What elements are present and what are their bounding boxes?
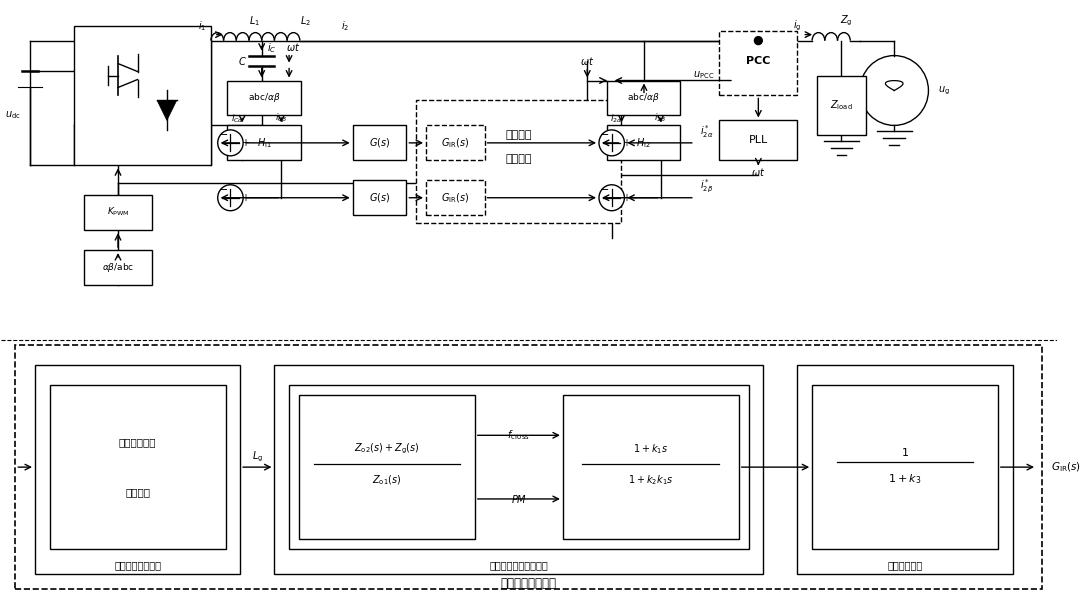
Bar [426, 180, 485, 215]
Bar [84, 195, 152, 230]
Text: $H_{\rm i2}$: $H_{\rm i2}$ [636, 136, 651, 150]
Text: $-$: $-$ [598, 128, 609, 138]
Text: $+$: $+$ [622, 192, 631, 203]
Text: $\alpha\beta$/abc: $\alpha\beta$/abc [102, 261, 134, 273]
Text: 阻抗重塑控制技术: 阻抗重塑控制技术 [501, 577, 556, 590]
Circle shape [599, 185, 624, 211]
Text: $\omega t$: $\omega t$ [752, 166, 766, 178]
Text: PLL: PLL [748, 136, 768, 145]
Text: $G_{\rm IR}(s)$: $G_{\rm IR}(s)$ [1051, 460, 1080, 474]
Bar [299, 395, 475, 540]
Bar [719, 31, 797, 96]
Bar [426, 125, 485, 160]
Text: abc/$\alpha\beta$: abc/$\alpha\beta$ [627, 91, 660, 105]
Text: $+$: $+$ [241, 137, 249, 148]
Circle shape [755, 37, 762, 45]
Text: $u_{\rm PCC}$: $u_{\rm PCC}$ [693, 70, 714, 82]
Text: $i_{C\beta}$: $i_{C\beta}$ [275, 112, 287, 125]
Text: $-$: $-$ [217, 128, 228, 138]
Bar [228, 80, 301, 116]
Text: $\omega t$: $\omega t$ [580, 54, 594, 67]
Bar [812, 385, 998, 549]
Bar [84, 250, 152, 285]
Bar [15, 345, 1042, 589]
Text: PCC: PCC [746, 56, 770, 65]
Text: $i_1$: $i_1$ [198, 19, 206, 33]
Text: 电网阻抗检测单元: 电网阻抗检测单元 [114, 560, 161, 571]
Text: $L_1$: $L_1$ [249, 14, 260, 28]
Text: $1$: $1$ [901, 446, 909, 458]
Text: $i_{C\alpha}$: $i_{C\alpha}$ [231, 112, 244, 125]
Text: $G(s)$: $G(s)$ [369, 191, 390, 204]
Bar [289, 385, 748, 549]
Bar [563, 395, 739, 540]
Text: $f_{\rm cross}$: $f_{\rm cross}$ [508, 428, 530, 442]
Text: $PM$: $PM$ [511, 493, 527, 505]
Bar [75, 25, 211, 165]
Bar [274, 365, 764, 574]
Text: $i_2$: $i_2$ [340, 19, 349, 33]
Text: 控制技术: 控制技术 [505, 154, 532, 164]
Bar [353, 125, 406, 160]
Text: $u_{\rm dc}$: $u_{\rm dc}$ [4, 110, 21, 122]
Text: $i_{2\alpha}$: $i_{2\alpha}$ [610, 112, 623, 125]
Text: $1+k_3$: $1+k_3$ [888, 472, 921, 486]
Circle shape [218, 130, 243, 156]
Text: $-$: $-$ [598, 183, 609, 193]
Text: $G_{\rm IR}(s)$: $G_{\rm IR}(s)$ [441, 191, 470, 204]
Text: $1+k_2 k_1 s$: $1+k_2 k_1 s$ [627, 473, 674, 487]
Bar [607, 125, 680, 160]
Text: $G(s)$: $G(s)$ [369, 136, 390, 149]
Bar [50, 385, 226, 549]
Text: $K_{\rm PWM}$: $K_{\rm PWM}$ [107, 206, 130, 218]
Text: $-$: $-$ [217, 183, 228, 193]
Text: $i_{2\beta}$: $i_{2\beta}$ [654, 112, 666, 125]
Text: $1+k_1 s$: $1+k_1 s$ [633, 442, 669, 456]
Text: $+$: $+$ [241, 192, 249, 203]
Text: $i_{\rm g}$: $i_{\rm g}$ [794, 18, 801, 33]
Text: $i_{2\alpha}^*$: $i_{2\alpha}^*$ [700, 123, 713, 140]
Bar [228, 125, 301, 160]
Text: $C$: $C$ [238, 54, 246, 67]
Text: $L_2$: $L_2$ [300, 14, 311, 28]
Polygon shape [157, 100, 177, 120]
Text: 阻抗重塑: 阻抗重塑 [505, 129, 532, 140]
Bar [816, 76, 866, 136]
Text: $i_{2\beta}^*$: $i_{2\beta}^*$ [700, 177, 713, 195]
Bar [797, 365, 1013, 574]
Bar [416, 100, 621, 223]
Text: $G_{\rm IR}(s)$: $G_{\rm IR}(s)$ [441, 136, 470, 149]
Text: 相位裕度定点补偿单元: 相位裕度定点补偿单元 [489, 560, 549, 571]
Text: $\omega t$: $\omega t$ [286, 41, 300, 53]
Bar [35, 365, 240, 574]
Text: $Z_{\rm load}$: $Z_{\rm load}$ [831, 99, 853, 113]
Text: $L_{\rm g}$: $L_{\rm g}$ [252, 450, 262, 465]
Circle shape [599, 130, 624, 156]
Text: abc/$\alpha\beta$: abc/$\alpha\beta$ [247, 91, 281, 105]
Text: 幅值矫正单元: 幅值矫正单元 [888, 560, 922, 571]
Text: $H_{\rm i1}$: $H_{\rm i1}$ [257, 136, 271, 150]
Bar [353, 180, 406, 215]
Text: $Z_{\rm o1}(s)$: $Z_{\rm o1}(s)$ [373, 473, 402, 487]
Text: 在线检测: 在线检测 [125, 487, 150, 497]
Text: $Z_{\rm g}$: $Z_{\rm g}$ [840, 13, 852, 28]
Text: $+$: $+$ [622, 137, 631, 148]
Bar [719, 120, 797, 160]
Text: $i_C$: $i_C$ [267, 42, 276, 56]
Text: $Z_{\rm o2}(s)+Z_{\rm g}(s)$: $Z_{\rm o2}(s)+Z_{\rm g}(s)$ [354, 442, 420, 456]
Text: $u_{\rm g}$: $u_{\rm g}$ [939, 84, 950, 97]
Text: 电网阻抗实时: 电网阻抗实时 [119, 437, 157, 448]
Bar [607, 80, 680, 116]
Circle shape [218, 185, 243, 211]
